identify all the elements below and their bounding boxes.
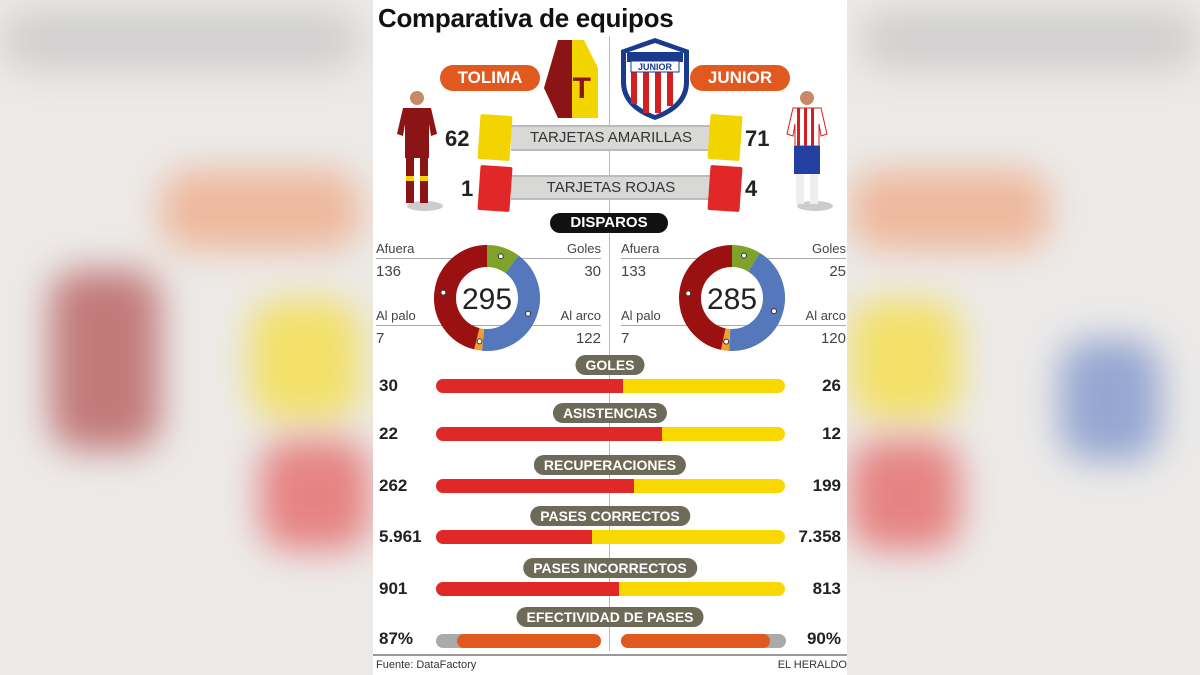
stat-bar-left	[436, 479, 635, 493]
stat-right-value: 26	[822, 376, 841, 395]
stat-left-value: 30	[379, 376, 398, 395]
stat-left-value: 5.961	[379, 527, 422, 546]
shots-label-afuera: Afuera	[621, 241, 660, 256]
stat-bar-right	[592, 530, 785, 544]
stat-bar-left	[436, 530, 593, 544]
center-divider	[609, 36, 610, 651]
stat-bar-right	[634, 479, 785, 493]
stat-left-value: 901	[379, 579, 408, 598]
effectiveness-fill-left	[457, 634, 601, 648]
junior-crest-icon: JUNIOR	[621, 38, 689, 120]
donut-marker	[497, 253, 504, 260]
shots-label-al-palo: Al palo	[621, 308, 661, 323]
yellow-cards-label: TARJETAS AMARILLAS	[511, 125, 711, 151]
stat-bar-left	[436, 582, 620, 596]
stat-bar	[436, 479, 785, 493]
stat-right-value: 7.358	[798, 527, 841, 546]
team-right-label: JUNIOR	[690, 65, 790, 91]
shots-total: 295	[462, 283, 512, 316]
stat-bar	[436, 427, 785, 441]
stat-bar	[436, 530, 785, 544]
svg-text:ΔT: ΔT	[551, 72, 591, 105]
tolima-crest-icon: ΔT	[544, 40, 598, 118]
shots-value-al-arco: 122	[575, 330, 601, 347]
stat-right-value: 813	[812, 579, 841, 598]
team-left-label: TOLIMA	[440, 65, 540, 91]
shots-value-al-palo: 7	[621, 330, 630, 347]
stat-bar-right	[622, 379, 785, 393]
stat-label: GOLES	[575, 355, 645, 375]
effectiveness-bar-left	[436, 634, 601, 648]
stat-label: PASES INCORRECTOS	[523, 558, 697, 578]
shots-donut: 285	[679, 245, 785, 351]
yellow-card-left-icon	[477, 113, 513, 162]
effectiveness-label: EFECTIVIDAD DE PASES	[516, 607, 704, 627]
stat-label: ASISTENCIAS	[552, 403, 668, 423]
donut-marker	[770, 308, 777, 315]
stat-bar-right	[661, 427, 785, 441]
red-cards-left: 1	[461, 176, 474, 201]
red-cards-right: 4	[745, 176, 758, 201]
stat-bar-right	[619, 582, 785, 596]
stat-right-value: 12	[822, 424, 841, 443]
shots-right: Afuera 133 Goles 25 Al palo 7 Al arco 120 285	[621, 238, 846, 353]
donut-marker	[476, 338, 483, 345]
red-card-right-icon	[707, 164, 743, 213]
stat-bar-left	[436, 427, 662, 441]
footer-divider	[373, 654, 847, 656]
red-cards-label: TARJETAS ROJAS	[511, 175, 711, 200]
tolima-player-icon	[397, 91, 443, 211]
shots-value-al-palo: 7	[376, 330, 385, 347]
stat-right-value: 199	[812, 476, 841, 495]
shots-total: 285	[707, 283, 757, 316]
yellow-cards-left: 62	[445, 126, 470, 151]
shots-value-afuera: 136	[376, 263, 402, 280]
stat-label: RECUPERACIONES	[533, 455, 687, 475]
shots-value-goles: 30	[584, 263, 601, 280]
donut-marker	[685, 290, 692, 297]
donut-marker	[740, 252, 747, 259]
donut-marker	[723, 338, 730, 345]
shots-label-afuera: Afuera	[376, 241, 415, 256]
stat-left-value: 22	[379, 424, 398, 443]
shots-label-goles: Goles	[812, 241, 846, 256]
effectiveness-right-value: 90%	[806, 629, 841, 648]
effectiveness-left-value: 87%	[379, 629, 414, 648]
effectiveness-bar-right	[621, 634, 786, 648]
shots-donut: 295	[434, 245, 540, 351]
donut-marker	[440, 289, 447, 296]
shots-label-al-arco: Al arco	[560, 308, 601, 323]
divider-line	[376, 325, 601, 326]
effectiveness-fill-right	[621, 634, 770, 648]
shots-left: Afuera 136 Goles 30 Al palo 7 Al arco 122 295	[376, 238, 601, 353]
stat-label: PASES CORRECTOS	[530, 506, 690, 526]
yellow-card-right-icon	[707, 113, 743, 162]
shots-label-al-arco: Al arco	[805, 308, 846, 323]
yellow-cards-right: 71	[745, 126, 770, 151]
shots-value-afuera: 133	[621, 263, 647, 280]
donut-marker	[525, 310, 532, 317]
shots-label-al-palo: Al palo	[376, 308, 416, 323]
source-text: Fuente: DataFactory	[376, 659, 477, 671]
stat-left-value: 262	[379, 476, 408, 495]
junior-crest-text: JUNIOR	[638, 62, 673, 72]
infographic-panel: Comparativa de equipos TOLIMA JUNIOR ΔT …	[373, 0, 847, 675]
shots-value-goles: 25	[829, 263, 846, 280]
junior-player-icon	[786, 91, 833, 211]
stat-bar-left	[436, 379, 623, 393]
stat-bar	[436, 379, 785, 393]
stat-bar	[436, 582, 785, 596]
red-card-left-icon	[477, 164, 513, 213]
page-title: Comparativa de equipos	[378, 3, 674, 33]
brand-text: EL HERALDO	[777, 659, 847, 671]
shots-value-al-arco: 120	[820, 330, 846, 347]
shots-label: DISPAROS	[550, 213, 668, 233]
divider-line	[621, 325, 846, 326]
shots-label-goles: Goles	[567, 241, 601, 256]
